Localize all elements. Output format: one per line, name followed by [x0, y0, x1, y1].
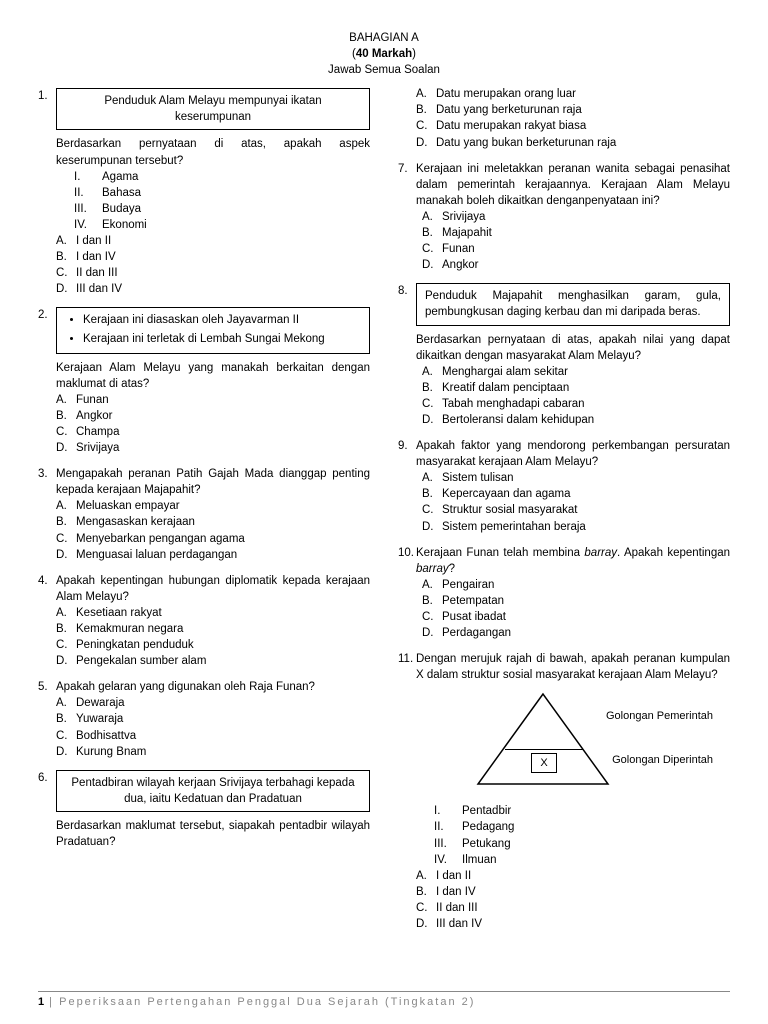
question-1: 1. Penduduk Alam Melayu mempunyai ikatan… [56, 88, 370, 297]
q11-number: 11. [398, 651, 413, 667]
triangle-top-label: Golongan Pemerintah [606, 709, 713, 724]
question-2: 2. Kerajaan ini diasaskan oleh Jayavarma… [56, 307, 370, 456]
q4-stem: Apakah kepentingan hubungan diplomatik k… [56, 573, 370, 605]
q2-options: A.Funan B.Angkor C.Champa D.Srivijaya [56, 392, 370, 456]
question-4: 4. Apakah kepentingan hubungan diplomati… [56, 573, 370, 670]
header-line1: BAHAGIAN A [38, 30, 730, 46]
triangle-mid-label: Golongan Diperintah [612, 753, 713, 768]
q2-number: 2. [38, 307, 48, 323]
question-3: 3. Mengapakah peranan Patih Gajah Mada d… [56, 466, 370, 563]
q6-stem: Berdasarkan maklumat tersebut, siapakah … [56, 818, 370, 850]
right-column: A.Datu merupakan orang luar B.Datu yang … [398, 86, 730, 942]
q1-stem: Berdasarkan pernyataan di atas, apakah a… [56, 136, 370, 168]
q5-number: 5. [38, 679, 48, 695]
header-line2: (40 Markah) [38, 46, 730, 62]
q9-number: 9. [398, 438, 408, 454]
footer-text: Peperiksaan Pertengahan Penggal Dua Seja… [59, 996, 475, 1008]
q9-stem: Apakah faktor yang mendorong perkembanga… [416, 438, 730, 470]
q4-options: A.Kesetiaan rakyat B.Kemakmuran negara C… [56, 605, 370, 669]
q3-options: A.Meluaskan empayar B.Mengasaskan keraja… [56, 498, 370, 562]
question-10: 10. Kerajaan Funan telah membina barray.… [416, 545, 730, 642]
q7-stem: Kerajaan ini meletakkan peranan wanita s… [416, 161, 730, 209]
left-column: 1. Penduduk Alam Melayu mempunyai ikatan… [38, 86, 370, 942]
q2-box: Kerajaan ini diasaskan oleh Jayavarman I… [56, 307, 370, 353]
q11-stem: Dengan merujuk rajah di bawah, apakah pe… [416, 651, 730, 683]
triangle-divider [505, 749, 583, 750]
q7-number: 7. [398, 161, 408, 177]
q8-options: A.Menghargai alam sekitar B.Kreatif dala… [422, 364, 730, 428]
q11-romans: I.Pentadbir II.Pedagang III.Petukang IV.… [434, 803, 730, 867]
question-8: 8. Penduduk Majapahit menghasilkan garam… [416, 283, 730, 428]
q1-romans: I.Agama II.Bahasa III.Budaya IV.Ekonomi [74, 169, 370, 233]
q8-number: 8. [398, 283, 408, 299]
q9-options: A.Sistem tulisan B.Kepercayaan dan agama… [422, 470, 730, 534]
q7-options: A.Srivijaya B.Majapahit C.Funan D.Angkor [422, 209, 730, 273]
q8-box: Penduduk Majapahit menghasilkan garam, g… [416, 283, 730, 325]
q11-triangle-diagram: X Golongan Pemerintah Golongan Diperinta… [433, 689, 713, 799]
q10-stem: Kerajaan Funan telah membina barray. Apa… [416, 545, 730, 577]
question-5: 5. Apakah gelaran yang digunakan oleh Ra… [56, 679, 370, 759]
question-6: 6. Pentadbiran wilayah kerjaan Srivijaya… [56, 770, 370, 850]
question-7: 7. Kerajaan ini meletakkan peranan wanit… [416, 161, 730, 274]
two-column-layout: 1. Penduduk Alam Melayu mempunyai ikatan… [38, 86, 730, 942]
section-header: BAHAGIAN A (40 Markah) Jawab Semua Soala… [38, 30, 730, 78]
q1-number: 1. [38, 88, 48, 104]
q1-box: Penduduk Alam Melayu mempunyai ikatan ke… [56, 88, 370, 130]
question-9: 9. Apakah faktor yang mendorong perkemba… [416, 438, 730, 535]
triangle-x-label: X [531, 753, 557, 773]
q1-options: A.I dan II B.I dan IV C.II dan III D.III… [56, 233, 370, 297]
q10-options: A.Pengairan B.Petempatan C.Pusat ibadat … [422, 577, 730, 641]
q6-options: A.Datu merupakan orang luar B.Datu yang … [416, 86, 730, 150]
triangle-icon [473, 689, 613, 789]
q11-options: A.I dan II B.I dan IV C.II dan III D.III… [416, 868, 730, 932]
q6-number: 6. [38, 770, 48, 786]
q3-stem: Mengapakah peranan Patih Gajah Mada dian… [56, 466, 370, 498]
q5-stem: Apakah gelaran yang digunakan oleh Raja … [56, 679, 370, 695]
q4-number: 4. [38, 573, 48, 589]
q6-box: Pentadbiran wilayah kerjaan Srivijaya te… [56, 770, 370, 812]
q10-number: 10. [398, 545, 414, 561]
q2-stem: Kerajaan Alam Melayu yang manakah berkai… [56, 360, 370, 392]
q8-stem: Berdasarkan pernyataan di atas, apakah n… [416, 332, 730, 364]
q3-number: 3. [38, 466, 48, 482]
page-footer: 1 | Peperiksaan Pertengahan Penggal Dua … [38, 991, 730, 1010]
q5-options: A.Dewaraja B.Yuwaraja C.Bodhisattva D.Ku… [56, 695, 370, 759]
header-line3: Jawab Semua Soalan [38, 62, 730, 78]
question-11: 11. Dengan merujuk rajah di bawah, apaka… [416, 651, 730, 932]
